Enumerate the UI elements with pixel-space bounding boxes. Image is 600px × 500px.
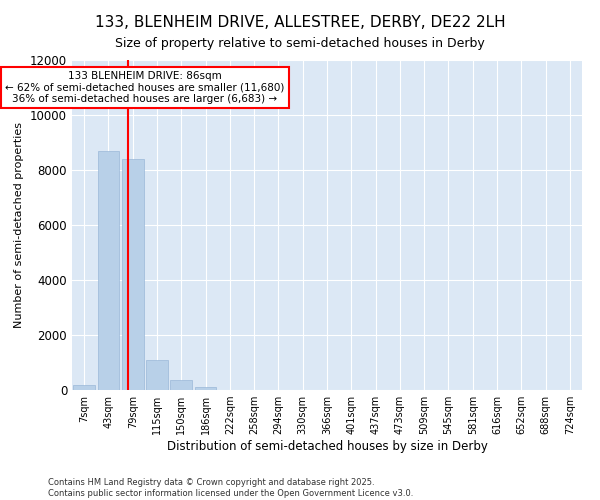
Y-axis label: Number of semi-detached properties: Number of semi-detached properties	[14, 122, 25, 328]
Bar	[73, 384, 95, 390]
Bar	[194, 387, 217, 390]
Bar	[146, 360, 168, 390]
Text: Size of property relative to semi-detached houses in Derby: Size of property relative to semi-detach…	[115, 38, 485, 51]
Bar	[97, 151, 119, 390]
Text: Contains HM Land Registry data © Crown copyright and database right 2025.
Contai: Contains HM Land Registry data © Crown c…	[48, 478, 413, 498]
X-axis label: Distribution of semi-detached houses by size in Derby: Distribution of semi-detached houses by …	[167, 440, 487, 453]
Bar	[122, 159, 143, 390]
Text: 133, BLENHEIM DRIVE, ALLESTREE, DERBY, DE22 2LH: 133, BLENHEIM DRIVE, ALLESTREE, DERBY, D…	[95, 15, 505, 30]
Bar	[170, 380, 192, 390]
Text: 133 BLENHEIM DRIVE: 86sqm
← 62% of semi-detached houses are smaller (11,680)
36%: 133 BLENHEIM DRIVE: 86sqm ← 62% of semi-…	[5, 71, 284, 104]
